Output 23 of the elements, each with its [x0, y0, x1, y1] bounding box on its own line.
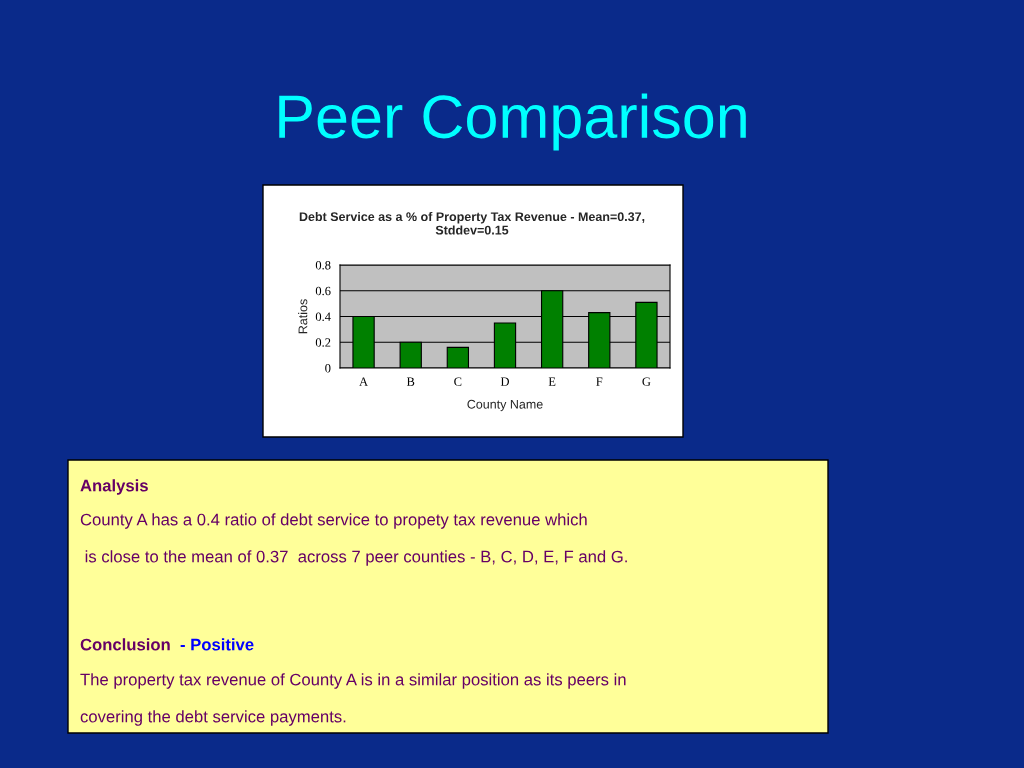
text: Analysis [80, 479, 148, 495]
y-tick-label: 0 [325, 364, 331, 373]
y-tick-label: 0.2 [315, 338, 331, 347]
x-tick-label: D [500, 377, 510, 386]
x-tick-label: F [596, 377, 603, 386]
x-tick-label: B [406, 377, 415, 386]
x-tick-label: G [642, 377, 651, 386]
x-axis-title: County Name [467, 399, 543, 412]
x-tick-label: E [548, 377, 556, 386]
x-tick-label: A [359, 377, 368, 386]
text: Peer Comparison [279, 93, 746, 151]
y-axis-title: Ratios [298, 299, 308, 334]
y-tick-label: 0.8 [315, 261, 331, 270]
text: covering the debt service payments. [80, 710, 346, 726]
x-tick-label: C [454, 377, 462, 386]
text: The property tax revenue of County A is in a similar position as its peers in [80, 673, 626, 689]
text: County A has a 0.4 ratio of debt service to propety tax revenue which [80, 513, 587, 529]
text: Conclusion [80, 638, 170, 651]
y-tick-label: 0.6 [315, 286, 331, 296]
text: - Positive [180, 638, 254, 651]
y-tick-label: 0.4 [315, 312, 331, 322]
text: is close to the mean of 0.37 across 7 peer counties - B, C, D, E, F and G. [85, 550, 627, 566]
chart-title: Debt Service as a % of Property Tax Revenue - Mean=0.37, Stddev=0.15 [299, 211, 645, 235]
